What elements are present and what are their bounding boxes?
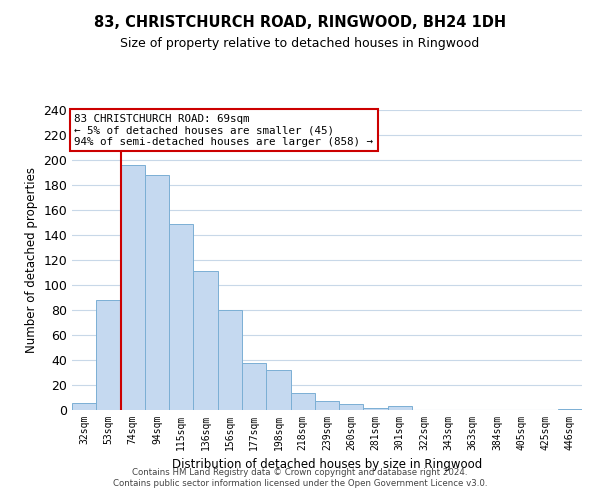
- Bar: [145, 175, 169, 410]
- Bar: [72, 402, 96, 410]
- Bar: [558, 409, 582, 410]
- Bar: [193, 271, 218, 410]
- Bar: [266, 370, 290, 410]
- Bar: [290, 392, 315, 410]
- Bar: [315, 401, 339, 410]
- Bar: [339, 404, 364, 410]
- Text: Size of property relative to detached houses in Ringwood: Size of property relative to detached ho…: [121, 38, 479, 51]
- Bar: [169, 224, 193, 410]
- Bar: [388, 406, 412, 410]
- Bar: [96, 300, 121, 410]
- Bar: [242, 362, 266, 410]
- Text: Contains HM Land Registry data © Crown copyright and database right 2024.
Contai: Contains HM Land Registry data © Crown c…: [113, 468, 487, 487]
- Text: 83 CHRISTCHURCH ROAD: 69sqm
← 5% of detached houses are smaller (45)
94% of semi: 83 CHRISTCHURCH ROAD: 69sqm ← 5% of deta…: [74, 114, 373, 147]
- Bar: [218, 310, 242, 410]
- Text: 83, CHRISTCHURCH ROAD, RINGWOOD, BH24 1DH: 83, CHRISTCHURCH ROAD, RINGWOOD, BH24 1D…: [94, 15, 506, 30]
- X-axis label: Distribution of detached houses by size in Ringwood: Distribution of detached houses by size …: [172, 458, 482, 471]
- Y-axis label: Number of detached properties: Number of detached properties: [25, 167, 38, 353]
- Bar: [121, 165, 145, 410]
- Bar: [364, 408, 388, 410]
